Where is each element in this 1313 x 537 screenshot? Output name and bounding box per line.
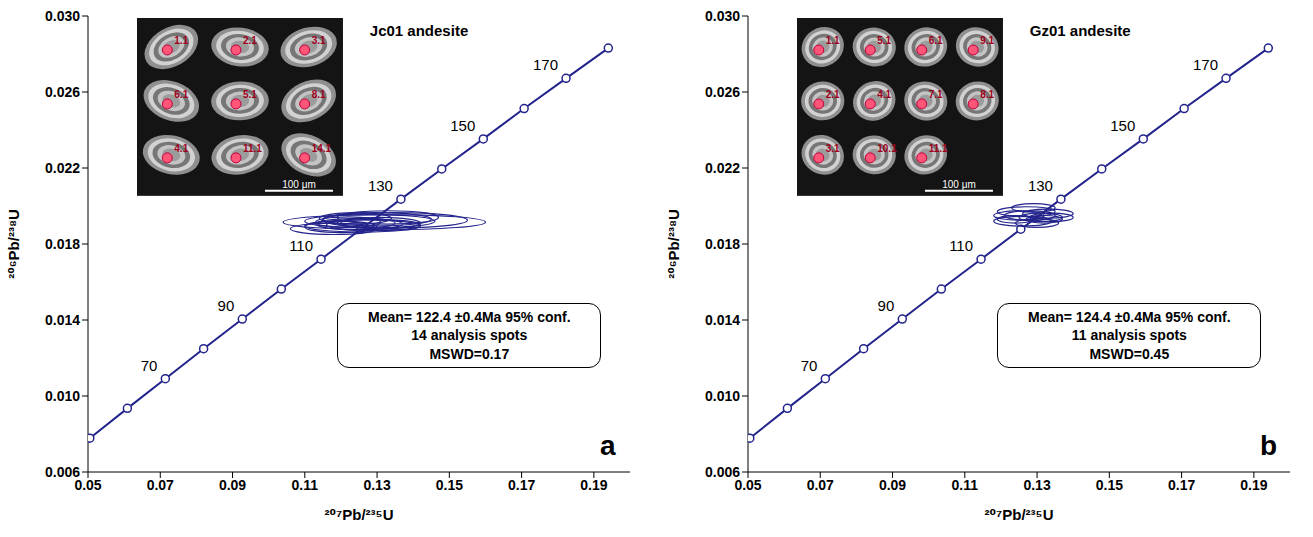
svg-text:0.014: 0.014: [705, 312, 740, 328]
svg-text:150: 150: [450, 117, 475, 134]
svg-text:5.1: 5.1: [877, 35, 891, 46]
svg-text:2.1: 2.1: [243, 35, 257, 46]
svg-text:1.1: 1.1: [174, 35, 188, 46]
svg-text:0.17: 0.17: [508, 477, 535, 493]
svg-text:0.11: 0.11: [952, 477, 979, 493]
html-text:MSWD=0.45: MSWD=0.45: [1089, 345, 1170, 362]
svg-text:9.1: 9.1: [980, 35, 994, 46]
svg-text:0.05: 0.05: [734, 476, 762, 493]
svg-text:11.1: 11.1: [928, 143, 947, 154]
svg-text:0.15: 0.15: [1096, 477, 1123, 493]
svg-text:0.05: 0.05: [74, 476, 102, 493]
svg-text:0.09: 0.09: [219, 477, 246, 493]
svg-text:14.1: 14.1: [311, 143, 331, 154]
svg-text:0.010: 0.010: [705, 388, 740, 404]
svg-text:0.09: 0.09: [879, 477, 906, 493]
svg-text:10.1: 10.1: [877, 143, 897, 154]
html-text:Mean= 122.4 ±0.4Ma 95% conf.: Mean= 122.4 ±0.4Ma 95% conf.: [368, 309, 571, 326]
svg-text:3.1: 3.1: [311, 35, 325, 46]
svg-text:6.1: 6.1: [928, 35, 942, 46]
svg-text:0.010: 0.010: [45, 388, 80, 404]
svg-text:²⁰⁶Pb/²³⁸U: ²⁰⁶Pb/²³⁸U: [665, 209, 682, 279]
svg-text:0.07: 0.07: [807, 477, 834, 493]
svg-text:100 μm: 100 μm: [282, 179, 316, 190]
svg-text:170: 170: [1193, 56, 1218, 73]
html-text:MSWD=0.17: MSWD=0.17: [429, 345, 510, 362]
svg-text:70: 70: [141, 357, 158, 374]
svg-text:0.022: 0.022: [705, 160, 740, 176]
svg-text:130: 130: [1028, 177, 1053, 194]
svg-text:0.006: 0.006: [705, 464, 740, 480]
svg-text:2.1: 2.1: [826, 89, 840, 100]
html-text:Mean= 124.4 ±0.4Ma 95% conf.: Mean= 124.4 ±0.4Ma 95% conf.: [1028, 309, 1231, 326]
svg-text:5.1: 5.1: [243, 89, 257, 100]
svg-text:0.13: 0.13: [1023, 477, 1050, 493]
svg-text:0.022: 0.022: [45, 160, 80, 176]
html-text:Gz01 andesite: Gz01 andesite: [1029, 22, 1131, 39]
svg-text:7.1: 7.1: [928, 89, 942, 100]
html-text:11 analysis spots: 11 analysis spots: [1071, 327, 1187, 344]
svg-text:²⁰⁶Pb/²³⁸U: ²⁰⁶Pb/²³⁸U: [5, 209, 22, 279]
svg-text:11.1: 11.1: [243, 143, 262, 154]
svg-text:0.018: 0.018: [45, 236, 80, 252]
svg-text:0.026: 0.026: [45, 84, 80, 100]
svg-text:0.13: 0.13: [363, 477, 390, 493]
svg-text:0.030: 0.030: [705, 8, 740, 24]
svg-text:8.1: 8.1: [311, 89, 325, 100]
svg-text:100 μm: 100 μm: [942, 179, 976, 190]
svg-text:0.19: 0.19: [1240, 477, 1267, 493]
svg-text:0.17: 0.17: [1168, 477, 1195, 493]
svg-text:0.19: 0.19: [580, 477, 607, 493]
svg-text:0.014: 0.014: [45, 312, 80, 328]
svg-text:0.15: 0.15: [436, 477, 463, 493]
svg-text:4.1: 4.1: [877, 89, 891, 100]
svg-text:1.1: 1.1: [826, 35, 840, 46]
svg-text:0.11: 0.11: [292, 477, 319, 493]
svg-text:²⁰⁷Pb/²³⁵U: ²⁰⁷Pb/²³⁵U: [325, 506, 394, 523]
svg-text:0.018: 0.018: [705, 236, 740, 252]
html-text:a: a: [600, 430, 616, 461]
html-text:b: b: [1260, 430, 1278, 461]
svg-text:90: 90: [218, 297, 235, 314]
svg-text:130: 130: [368, 177, 393, 194]
svg-text:0.006: 0.006: [45, 464, 80, 480]
svg-text:²⁰⁷Pb/²³⁵U: ²⁰⁷Pb/²³⁵U: [985, 506, 1054, 523]
svg-text:170: 170: [533, 56, 558, 73]
svg-text:8.1: 8.1: [980, 89, 994, 100]
svg-text:0.07: 0.07: [147, 477, 174, 493]
svg-text:0.030: 0.030: [45, 8, 80, 24]
svg-text:150: 150: [1110, 117, 1135, 134]
svg-text:70: 70: [801, 357, 818, 374]
svg-text:110: 110: [289, 237, 313, 254]
svg-text:90: 90: [878, 297, 895, 314]
html-text:Jc01 andesite: Jc01 andesite: [369, 22, 469, 39]
svg-text:0.026: 0.026: [705, 84, 740, 100]
html-text:14 analysis spots: 14 analysis spots: [411, 327, 528, 344]
svg-text:3.1: 3.1: [826, 143, 840, 154]
svg-text:6.1: 6.1: [174, 89, 188, 100]
svg-text:110: 110: [949, 237, 973, 254]
svg-text:4.1: 4.1: [174, 143, 188, 154]
